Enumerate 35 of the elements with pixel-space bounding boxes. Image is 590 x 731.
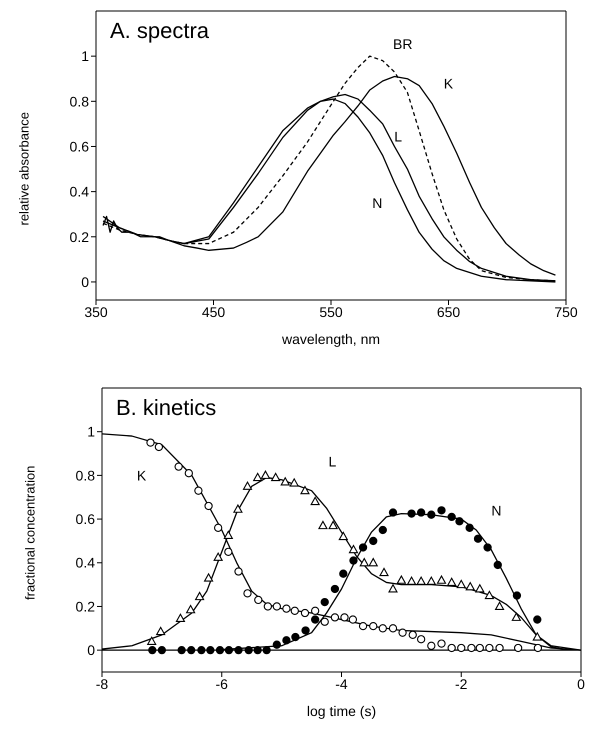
series-label: N	[372, 195, 382, 212]
y-tick-label: 0.6	[70, 138, 90, 154]
x-tick-label: -2	[455, 676, 468, 692]
y-tick-label: 0.2	[76, 598, 96, 614]
series-label: L	[394, 128, 402, 145]
y-axis-title: fractional concentration	[22, 466, 38, 600]
x-axis-title: log time (s)	[306, 703, 376, 719]
y-tick-label: 0.8	[70, 93, 90, 110]
y-axis-title: relative absorbance	[16, 112, 32, 226]
y-tick-label: 0.6	[76, 511, 96, 528]
y-tick-label: 0.4	[76, 554, 96, 571]
text: L	[328, 453, 337, 470]
x-tick-label: 450	[202, 304, 226, 320]
y-tick-label: 0	[87, 642, 96, 658]
x-tick-label: 750	[554, 304, 578, 320]
x-tick-label: -8	[96, 676, 108, 692]
x-tick-label: 650	[436, 304, 460, 320]
series-label: N	[491, 502, 502, 518]
series-label: K	[444, 75, 454, 92]
y-tick-label: 1	[87, 424, 96, 440]
x-tick-label: 0	[577, 676, 586, 692]
chart-title: B. kinetics	[116, 395, 216, 421]
y-tick-label: 1	[81, 48, 90, 64]
x-tick-label: 350	[84, 304, 108, 320]
x-tick-label: 550	[319, 304, 343, 320]
series-label: BR	[393, 36, 412, 52]
x-axis-title: wavelength, nm	[280, 331, 380, 347]
y-tick-label: 0.2	[70, 228, 90, 245]
y-tick-label: 0.4	[70, 184, 90, 200]
x-tick-label: -6	[216, 676, 228, 692]
y-tick-label: 0	[81, 274, 90, 290]
y-tick-label: 0.8	[76, 467, 96, 484]
x-tick-label: -4	[335, 676, 348, 692]
chart-title: A. spectra	[110, 18, 210, 44]
series-label: K	[136, 468, 147, 484]
